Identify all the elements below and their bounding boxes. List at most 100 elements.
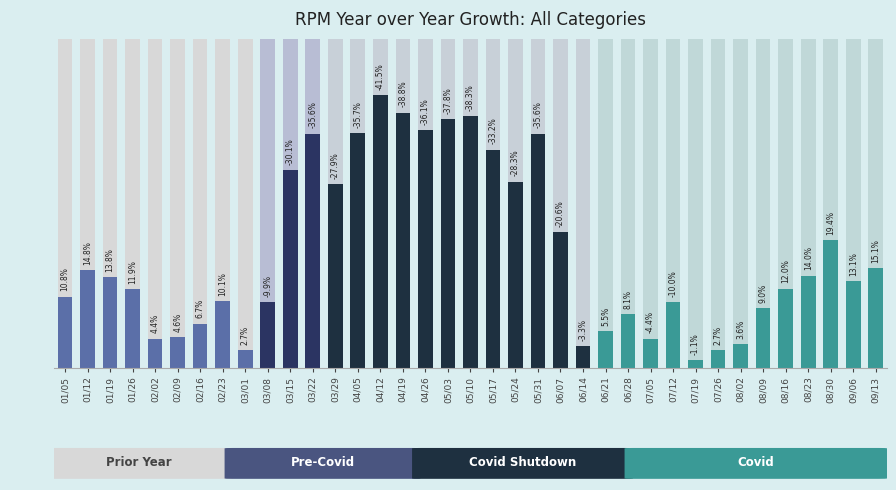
Bar [508, 182, 522, 368]
Bar [688, 39, 703, 368]
Bar [486, 39, 500, 368]
Bar [395, 39, 410, 368]
Bar [643, 39, 658, 368]
Text: -27.9%: -27.9% [331, 152, 340, 179]
Bar [103, 39, 117, 368]
Bar [508, 39, 522, 368]
Bar [306, 134, 320, 368]
Bar [779, 39, 793, 368]
Bar [418, 130, 433, 368]
Bar [350, 39, 365, 368]
Text: 2.7%: 2.7% [241, 325, 250, 344]
Bar [283, 39, 297, 368]
Bar [779, 289, 793, 368]
Text: Covid: Covid [737, 456, 774, 469]
Bar [148, 39, 162, 368]
Text: -35.6%: -35.6% [533, 101, 542, 128]
Bar [395, 113, 410, 368]
Text: 4.6%: 4.6% [173, 313, 182, 332]
Bar [103, 277, 117, 368]
Text: Prior Year: Prior Year [107, 456, 172, 469]
Bar [237, 350, 253, 368]
Bar [283, 170, 297, 368]
Bar [486, 149, 500, 368]
Bar [576, 346, 590, 368]
Text: 6.7%: 6.7% [195, 299, 204, 318]
Bar [553, 232, 568, 368]
Text: Covid Shutdown: Covid Shutdown [469, 456, 576, 469]
Text: -36.1%: -36.1% [421, 98, 430, 125]
Bar [756, 308, 771, 368]
Text: 13.8%: 13.8% [106, 248, 115, 271]
Text: 15.1%: 15.1% [871, 239, 880, 263]
FancyBboxPatch shape [412, 448, 633, 479]
Bar [643, 339, 658, 368]
Text: 13.1%: 13.1% [849, 252, 857, 276]
Text: -35.7%: -35.7% [353, 101, 362, 128]
Text: -1.1%: -1.1% [691, 333, 700, 355]
Text: 12.0%: 12.0% [781, 260, 790, 283]
Bar [215, 39, 230, 368]
Bar [215, 301, 230, 368]
Bar [846, 281, 860, 368]
Text: -38.8%: -38.8% [399, 81, 408, 107]
Bar [599, 39, 613, 368]
Bar [350, 133, 365, 368]
Bar [530, 39, 546, 368]
Text: -35.6%: -35.6% [308, 101, 317, 128]
Text: 11.9%: 11.9% [128, 260, 137, 284]
Bar [373, 95, 388, 368]
Text: 14.0%: 14.0% [804, 246, 813, 270]
Text: Pre-Covid: Pre-Covid [290, 456, 355, 469]
Bar [193, 323, 208, 368]
Text: -10.0%: -10.0% [668, 270, 677, 296]
Bar [306, 39, 320, 368]
Bar [711, 39, 726, 368]
FancyBboxPatch shape [46, 448, 233, 479]
Bar [328, 184, 342, 368]
Text: -4.4%: -4.4% [646, 311, 655, 333]
Text: 3.6%: 3.6% [737, 319, 745, 339]
Bar [846, 39, 860, 368]
Text: 9.0%: 9.0% [759, 284, 768, 303]
FancyBboxPatch shape [225, 448, 420, 479]
Bar [441, 39, 455, 368]
Bar [170, 39, 185, 368]
Text: 5.5%: 5.5% [601, 307, 610, 326]
Bar [868, 39, 883, 368]
Bar [261, 302, 275, 368]
Bar [733, 344, 748, 368]
Text: -37.8%: -37.8% [444, 87, 452, 114]
Title: RPM Year over Year Growth: All Categories: RPM Year over Year Growth: All Categorie… [295, 11, 646, 29]
Bar [261, 39, 275, 368]
FancyBboxPatch shape [625, 448, 887, 479]
Bar [418, 39, 433, 368]
Text: 10.8%: 10.8% [61, 268, 70, 292]
Bar [193, 39, 208, 368]
Text: 4.4%: 4.4% [151, 314, 159, 333]
Bar [148, 339, 162, 368]
Bar [576, 39, 590, 368]
Bar [553, 39, 568, 368]
Text: -38.3%: -38.3% [466, 84, 475, 111]
Bar [237, 39, 253, 368]
Bar [621, 39, 635, 368]
Text: 10.1%: 10.1% [218, 272, 228, 296]
Bar [170, 337, 185, 368]
Bar [125, 290, 140, 368]
Bar [328, 39, 342, 368]
Bar [733, 39, 748, 368]
Bar [463, 39, 478, 368]
Bar [711, 350, 726, 368]
Bar [868, 269, 883, 368]
Bar [463, 116, 478, 368]
Text: -20.6%: -20.6% [556, 200, 565, 227]
Text: -9.9%: -9.9% [263, 275, 272, 297]
Bar [373, 39, 388, 368]
Bar [81, 39, 95, 368]
Text: -30.1%: -30.1% [286, 138, 295, 165]
Bar [823, 39, 838, 368]
Bar [801, 39, 815, 368]
Bar [756, 39, 771, 368]
Text: -41.5%: -41.5% [375, 63, 384, 90]
